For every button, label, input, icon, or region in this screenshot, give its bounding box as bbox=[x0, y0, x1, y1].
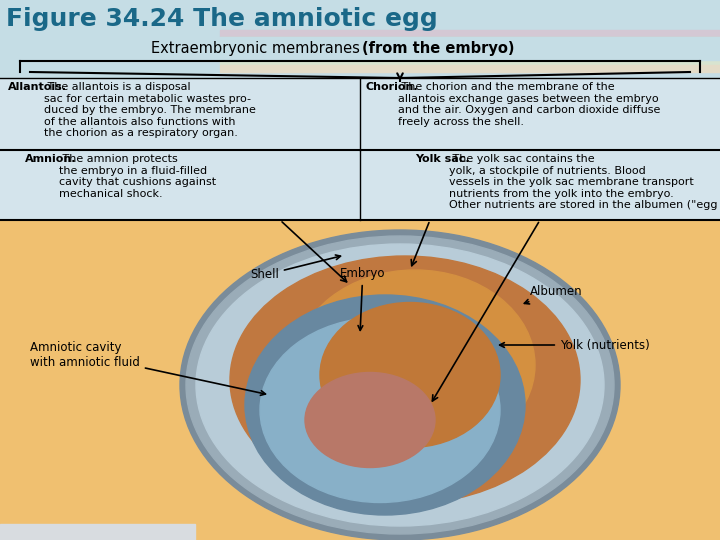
Text: The allantois is a disposal
sac for certain metabolic wastes pro-
duced by the e: The allantois is a disposal sac for cert… bbox=[44, 82, 256, 138]
Text: Embryo: Embryo bbox=[340, 267, 385, 330]
Text: The yolk sac contains the
yolk, a stockpile of nutrients. Blood
vessels in the y: The yolk sac contains the yolk, a stockp… bbox=[449, 154, 720, 211]
Text: (from the embryo): (from the embryo) bbox=[362, 42, 515, 57]
Text: Yolk (nutrients): Yolk (nutrients) bbox=[500, 339, 649, 352]
Text: Figure 34.24 The amniotic egg: Figure 34.24 The amniotic egg bbox=[6, 7, 438, 31]
Text: Allantois.: Allantois. bbox=[8, 82, 67, 92]
Text: Chorion.: Chorion. bbox=[366, 82, 418, 92]
Bar bbox=[220, 65, 720, 72]
Ellipse shape bbox=[305, 373, 435, 468]
Bar bbox=[220, 51, 720, 58]
Text: Shell: Shell bbox=[250, 255, 341, 281]
Ellipse shape bbox=[230, 256, 580, 504]
Bar bbox=[0, 78, 720, 220]
Bar bbox=[0, 524, 195, 540]
Ellipse shape bbox=[245, 295, 525, 515]
Ellipse shape bbox=[180, 230, 620, 540]
Text: The amnion protects
the embryo in a fluid-filled
cavity that cushions against
me: The amnion protects the embryo in a flui… bbox=[59, 154, 216, 199]
Bar bbox=[0, 37, 720, 60]
Bar bbox=[220, 30, 720, 37]
Text: Albumen: Albumen bbox=[524, 285, 582, 304]
Text: Yolk sac.: Yolk sac. bbox=[415, 154, 469, 164]
Bar bbox=[220, 58, 720, 65]
Ellipse shape bbox=[295, 270, 535, 460]
Text: Amniotic cavity
with amniotic fluid: Amniotic cavity with amniotic fluid bbox=[30, 341, 266, 395]
Text: Extraembryonic membranes: Extraembryonic membranes bbox=[151, 42, 360, 57]
Bar bbox=[0, 220, 720, 540]
Ellipse shape bbox=[320, 302, 500, 448]
Text: Amnion.: Amnion. bbox=[25, 154, 76, 164]
Bar bbox=[220, 44, 720, 51]
Bar bbox=[220, 37, 720, 44]
Ellipse shape bbox=[196, 244, 604, 526]
Ellipse shape bbox=[186, 236, 614, 534]
Ellipse shape bbox=[260, 318, 500, 503]
Text: The chorion and the membrane of the
allantois exchange gases between the embryo
: The chorion and the membrane of the alla… bbox=[398, 82, 660, 127]
